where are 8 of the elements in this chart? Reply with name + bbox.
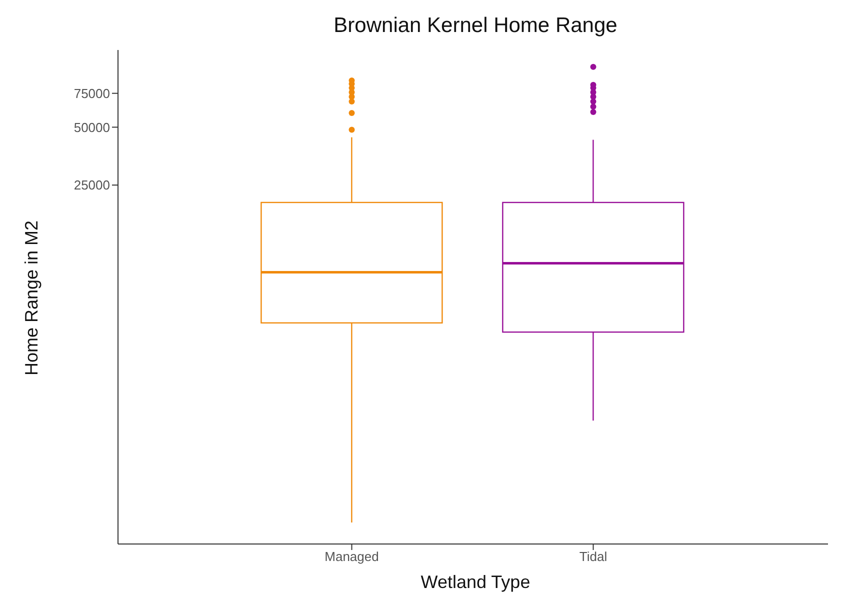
x-tick-label: Managed bbox=[324, 549, 379, 564]
x-tick-label: Tidal bbox=[579, 549, 608, 564]
y-tick-label: 50000 bbox=[74, 120, 110, 135]
y-axis-title: Home Range in M2 bbox=[22, 220, 42, 376]
y-tick-label: 25000 bbox=[74, 178, 110, 193]
x-axis-title: Wetland Type bbox=[420, 572, 532, 592]
y-tick-label: 75000 bbox=[74, 86, 110, 101]
chart-title: Brownian Kernel Home Range bbox=[332, 14, 618, 38]
